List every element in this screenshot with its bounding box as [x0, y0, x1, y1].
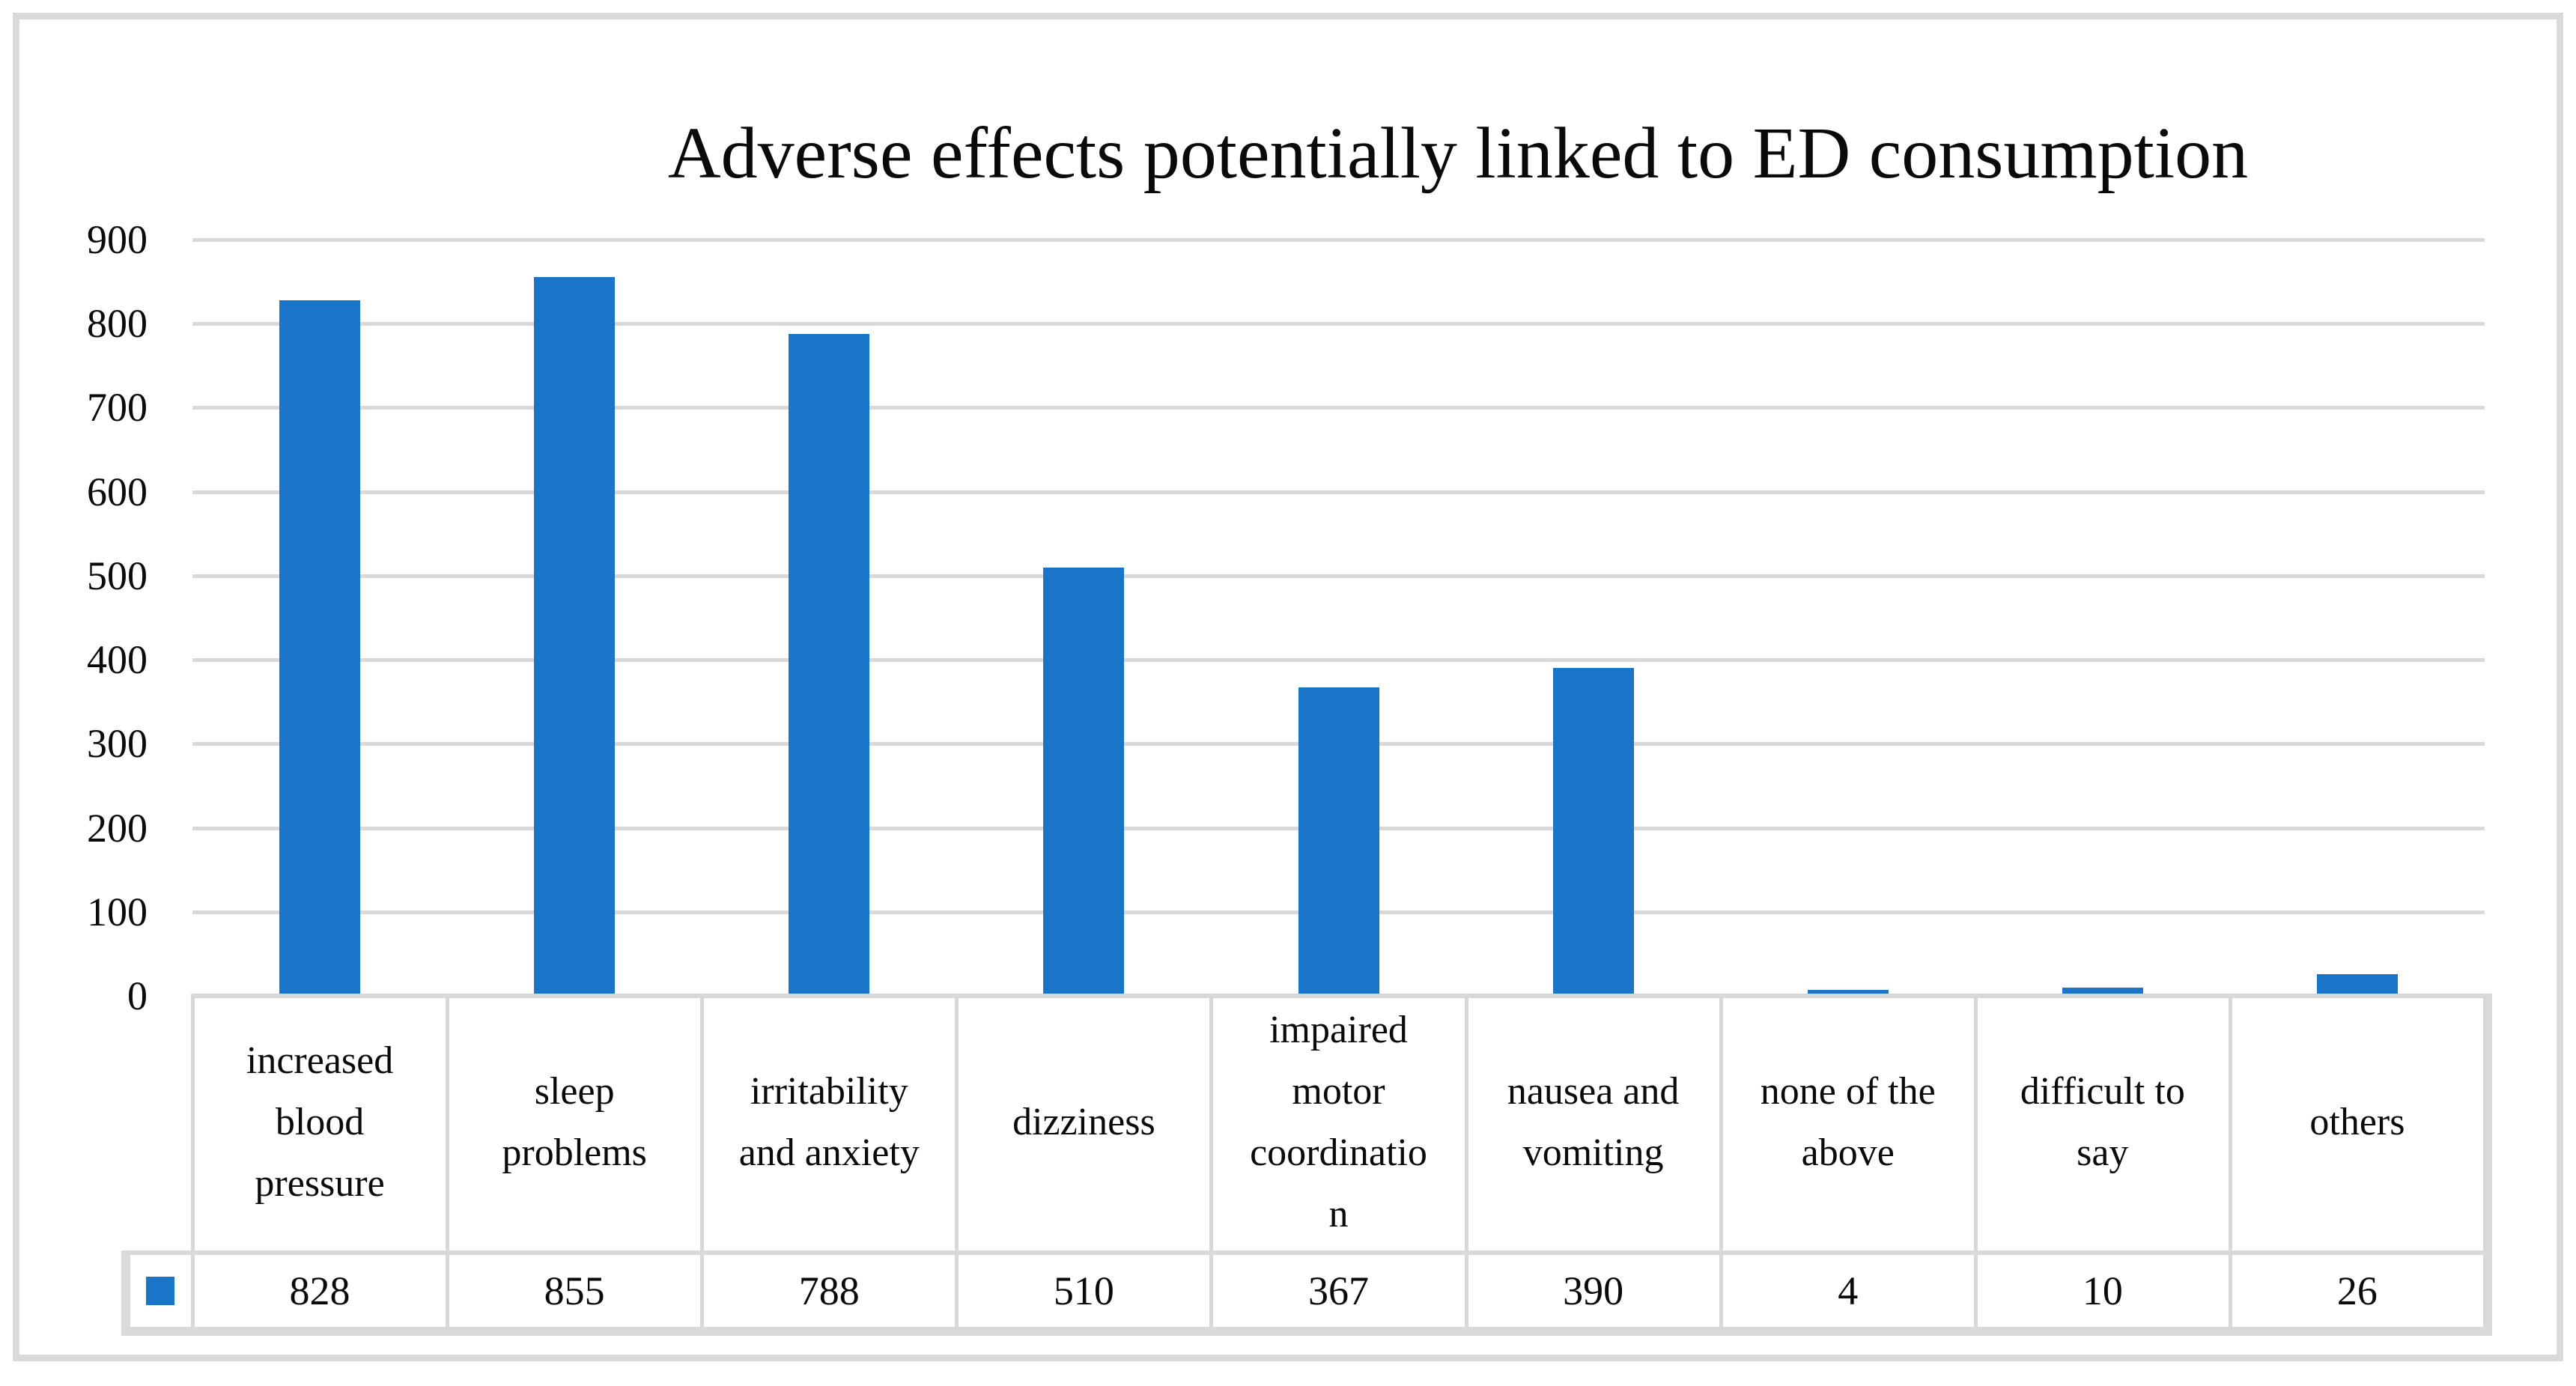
bar: [1298, 687, 1379, 994]
y-axis-tick-label: 300: [87, 721, 148, 767]
value-cell: 828: [289, 1268, 350, 1313]
value-cell: 367: [1307, 1268, 1369, 1313]
table-column-border: [446, 994, 450, 1327]
table-row-separator: [121, 1250, 2485, 1255]
chart-title: Adverse effects potentially linked to ED…: [667, 113, 2249, 194]
y-axis-tick-label: 500: [87, 553, 148, 598]
value-cell: 510: [1053, 1268, 1114, 1313]
bar: [2062, 988, 2143, 994]
bar: [534, 277, 616, 994]
value-cell: 788: [798, 1268, 860, 1313]
y-axis-tick-label: 100: [87, 889, 148, 934]
gridline: [192, 658, 2485, 663]
gridline: [192, 490, 2485, 494]
table-column-border: [700, 994, 705, 1327]
table-column-border: [1209, 994, 1214, 1327]
gridline: [192, 322, 2485, 326]
table-column-border: [1973, 994, 1978, 1327]
bar: [1043, 568, 1125, 994]
y-axis-tick-label: 400: [87, 637, 148, 683]
value-cell: 4: [1838, 1268, 1859, 1313]
gridline: [192, 238, 2485, 242]
table-column-border: [1464, 994, 1468, 1327]
bar: [789, 334, 870, 994]
bar: [1807, 990, 1889, 994]
table-right-border: [2483, 994, 2492, 1336]
y-axis-tick-label: 200: [87, 805, 148, 851]
category-cell: dizziness: [1012, 1100, 1155, 1143]
figure-border-frame: [13, 13, 2563, 1361]
value-cell: 855: [544, 1268, 605, 1313]
gridline: [192, 574, 2485, 578]
bar: [1552, 668, 1634, 994]
legend-marker: [146, 1277, 174, 1305]
table-column-border: [1719, 994, 1723, 1327]
category-cell: irritability and anxiety: [738, 1069, 920, 1174]
value-cell: 390: [1563, 1268, 1624, 1313]
bar: [279, 300, 361, 994]
category-cell: sleep problems: [502, 1069, 647, 1174]
gridline: [192, 406, 2485, 410]
table-column-border: [955, 994, 959, 1327]
category-cell: none of the above: [1760, 1069, 1936, 1174]
x-axis-line: [192, 994, 2485, 998]
value-cell: 10: [2082, 1268, 2123, 1313]
category-cell: difficult to say: [2020, 1069, 2185, 1174]
category-cell: increased blood pressure: [246, 1039, 394, 1205]
y-axis-tick-label: 700: [87, 385, 148, 431]
value-cell: 26: [2336, 1268, 2378, 1313]
table-column-border: [191, 994, 195, 1327]
bar: [2316, 974, 2398, 994]
table-left-border: [121, 1250, 130, 1336]
category-cell: impaired motor coordinatio n: [1250, 1008, 1427, 1235]
y-axis-tick-label: 0: [127, 973, 148, 1018]
table-column-border: [2228, 994, 2232, 1327]
table-bottom-border: [121, 1327, 2492, 1336]
category-cell: nausea and vomiting: [1507, 1069, 1680, 1174]
y-axis-tick-label: 800: [87, 301, 148, 347]
category-cell: others: [2309, 1100, 2405, 1143]
y-axis-tick-label: 900: [87, 217, 148, 262]
y-axis-tick-label: 600: [87, 469, 148, 514]
